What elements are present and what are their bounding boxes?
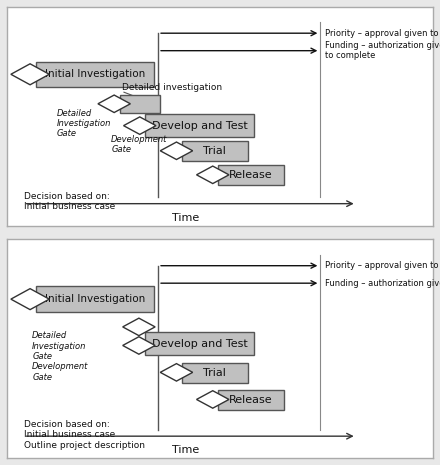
Text: Funding – authorization given to complete: Funding – authorization given to complet… (325, 279, 440, 288)
FancyBboxPatch shape (145, 114, 254, 137)
Text: Develop and Test: Develop and Test (152, 120, 248, 131)
Text: Decision based on:
Initial business case
Outline project description: Decision based on: Initial business case… (24, 420, 145, 450)
Text: Time: Time (172, 445, 199, 455)
FancyBboxPatch shape (218, 390, 284, 410)
Polygon shape (11, 289, 49, 310)
Text: Funding – authorization given
to complete: Funding – authorization given to complet… (325, 41, 440, 60)
Text: Detailed
Investigation
Gate: Detailed Investigation Gate (57, 109, 111, 139)
Polygon shape (160, 364, 193, 381)
Text: Priority – approval given to complete: Priority – approval given to complete (325, 261, 440, 270)
Text: Decision based on:
Initial business case: Decision based on: Initial business case (24, 192, 115, 211)
Polygon shape (123, 337, 155, 354)
Polygon shape (197, 166, 229, 184)
Polygon shape (160, 142, 193, 159)
FancyBboxPatch shape (182, 141, 248, 161)
Text: Develop and Test: Develop and Test (152, 339, 248, 349)
Text: Development
Gate: Development Gate (111, 135, 168, 154)
Text: Detailed
Investigation
Gate
Development
Gate: Detailed Investigation Gate Development … (32, 331, 88, 382)
FancyBboxPatch shape (218, 166, 284, 185)
Text: Detailed investigation: Detailed investigation (122, 83, 222, 92)
Text: Priority – approval given to complete: Priority – approval given to complete (325, 29, 440, 38)
FancyBboxPatch shape (120, 95, 160, 113)
Text: Initial Investigation: Initial Investigation (45, 294, 145, 304)
Text: Trial: Trial (203, 146, 226, 156)
FancyBboxPatch shape (37, 62, 154, 87)
FancyBboxPatch shape (145, 332, 254, 355)
Polygon shape (124, 117, 156, 134)
Polygon shape (11, 64, 49, 85)
FancyBboxPatch shape (182, 363, 248, 383)
Text: Release: Release (229, 170, 273, 180)
Polygon shape (98, 95, 130, 113)
Text: Trial: Trial (203, 368, 226, 378)
Text: Release: Release (229, 395, 273, 405)
Polygon shape (197, 391, 229, 408)
Text: Time: Time (172, 213, 199, 223)
FancyBboxPatch shape (37, 286, 154, 312)
Text: Initial Investigation: Initial Investigation (45, 69, 145, 79)
Polygon shape (123, 318, 155, 336)
